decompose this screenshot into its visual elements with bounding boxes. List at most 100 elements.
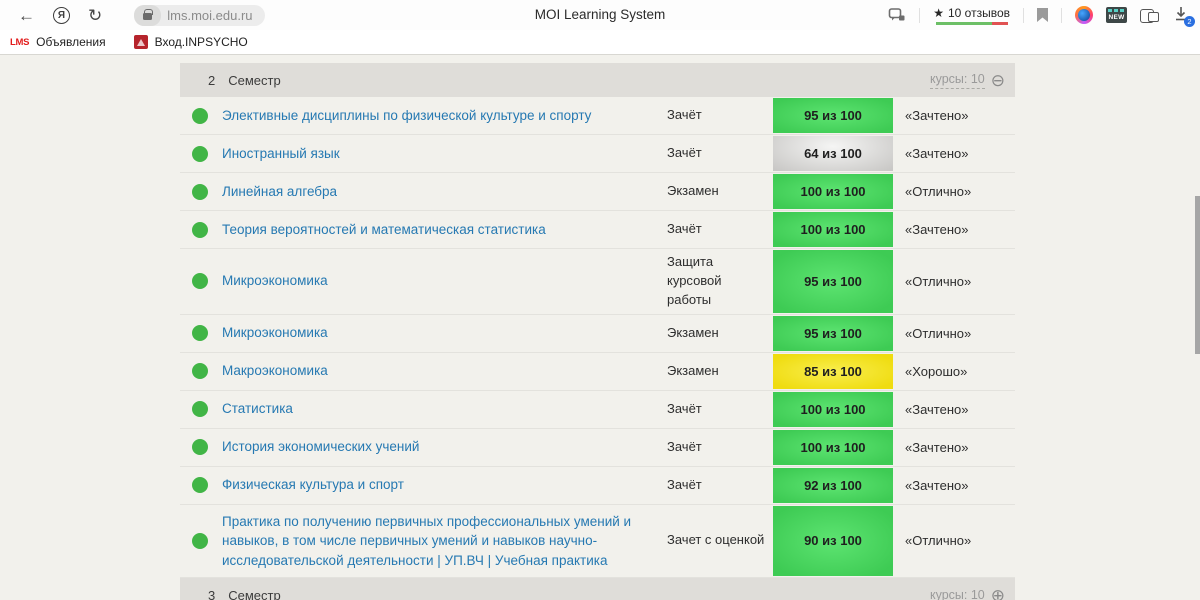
table-row: Макроэкономика Экзамен 85 из 100 «Хорошо… bbox=[180, 353, 1015, 391]
grade-text: «Зачтено» bbox=[905, 146, 969, 161]
scrollbar-thumb[interactable] bbox=[1195, 196, 1200, 354]
course-link[interactable]: Элективные дисциплины по физической куль… bbox=[222, 107, 592, 123]
table-row: Теория вероятностей и математическая ста… bbox=[180, 211, 1015, 249]
status-dot-icon bbox=[192, 145, 208, 162]
expand-icon[interactable]: ⊕ bbox=[990, 585, 1005, 600]
score-badge: 92 из 100 bbox=[773, 467, 893, 503]
grade-text: «Отлично» bbox=[905, 533, 972, 549]
new-badge-text: NEW bbox=[1108, 14, 1125, 21]
bookmark-label: Объявления bbox=[36, 35, 106, 49]
status-dot-icon bbox=[192, 221, 208, 238]
status-dot-icon bbox=[192, 107, 208, 124]
video-new-icon[interactable]: NEW bbox=[1106, 7, 1127, 23]
semester-label: Семестр bbox=[228, 72, 281, 88]
assessment-type: Экзамен bbox=[667, 324, 719, 340]
back-icon[interactable]: ← bbox=[18, 5, 35, 25]
course-link[interactable]: Макроэкономика bbox=[222, 363, 328, 379]
semester-label: Семестр bbox=[228, 587, 281, 600]
course-link[interactable]: История экономических учений bbox=[222, 439, 420, 455]
table-row: Линейная алгебра Экзамен 100 из 100 «Отл… bbox=[180, 173, 1015, 211]
status-dot-icon bbox=[192, 183, 208, 200]
grade-text: «Отлично» bbox=[905, 325, 972, 341]
grade-text: «Отлично» bbox=[905, 184, 972, 199]
bookmark-announcements[interactable]: LMS Объявления bbox=[10, 35, 106, 49]
lock-icon bbox=[143, 9, 153, 20]
assessment-type: Зачёт bbox=[667, 107, 702, 123]
assessment-type: Экзамен bbox=[667, 183, 719, 199]
yandex-browser-icon[interactable]: Я bbox=[53, 6, 70, 24]
nav-controls: ← Я ↻ lms.moi.edu.ru bbox=[18, 4, 265, 26]
rating-bar bbox=[935, 22, 1008, 25]
separator bbox=[1023, 7, 1024, 23]
assessment-type: Зачет с оценкой bbox=[667, 532, 765, 548]
grade-text: «Зачтено» bbox=[905, 222, 969, 237]
assessment-type: Зачёт bbox=[667, 221, 702, 237]
bookmark-inpsycho[interactable]: Вход.INPSYCHO bbox=[133, 35, 248, 49]
grade-text: «Отлично» bbox=[905, 273, 972, 289]
tab-groups-icon[interactable] bbox=[1140, 7, 1159, 23]
site-rating-widget[interactable]: ★ 10 отзывов bbox=[933, 6, 1010, 25]
separator bbox=[919, 7, 921, 23]
status-dot-icon bbox=[192, 273, 208, 290]
semester-2-header: 2 Семестр курсы: 10 ⊖ bbox=[180, 63, 1015, 97]
separator bbox=[1061, 7, 1062, 23]
grade-text: «Зачтено» bbox=[905, 108, 969, 123]
table-row: Микроэкономика Экзамен 95 из 100 «Отличн… bbox=[180, 315, 1015, 353]
score-badge: 100 из 100 bbox=[773, 174, 893, 209]
course-link[interactable]: Иностранный язык bbox=[222, 145, 340, 161]
course-link[interactable]: Линейная алгебра bbox=[222, 183, 338, 199]
course-link[interactable]: Статистика bbox=[222, 401, 293, 417]
course-link[interactable]: Микроэкономика bbox=[222, 325, 328, 341]
downloads-count-badge: 2 bbox=[1184, 16, 1195, 27]
course-link[interactable]: Микроэкономика bbox=[222, 273, 328, 289]
course-link[interactable]: Теория вероятностей и математическая ста… bbox=[222, 221, 546, 237]
browser-toolbar: ← Я ↻ lms.moi.edu.ru MOI Learning System… bbox=[0, 0, 1200, 30]
score-badge: 64 из 100 bbox=[773, 136, 893, 171]
status-dot-icon bbox=[192, 477, 208, 494]
lms-favicon: LMS bbox=[10, 36, 30, 48]
bookmarks-bar: LMS Объявления Вход.INPSYCHO bbox=[0, 30, 1200, 54]
status-dot-icon bbox=[192, 363, 208, 380]
course-link[interactable]: Практика по получению первичных професси… bbox=[222, 513, 632, 568]
score-badge: 95 из 100 bbox=[773, 250, 893, 313]
inpsycho-favicon bbox=[133, 35, 148, 49]
rating-label: 10 отзывов bbox=[947, 5, 1010, 20]
gradebook-table: 2 Семестр курсы: 10 ⊖ Элективные дисципл… bbox=[180, 55, 1015, 600]
table-row: Элективные дисциплины по физической куль… bbox=[180, 97, 1015, 135]
status-dot-icon bbox=[192, 439, 208, 456]
score-badge: 95 из 100 bbox=[773, 98, 893, 133]
status-dot-icon bbox=[192, 325, 208, 342]
assessment-type: Зачёт bbox=[667, 145, 702, 161]
chat-icon[interactable] bbox=[888, 7, 906, 24]
semester-number: 2 bbox=[208, 72, 216, 88]
refresh-icon[interactable]: ↻ bbox=[88, 5, 103, 25]
address-bar[interactable]: lms.moi.edu.ru bbox=[134, 4, 265, 26]
score-badge: 90 из 100 bbox=[773, 505, 893, 577]
grade-text: «Хорошо» bbox=[905, 363, 968, 379]
toolbar-right-icons: ★ 10 отзывов NEW 2 bbox=[888, 0, 1195, 30]
courses-count-link[interactable]: курсы: 10 bbox=[930, 587, 985, 600]
course-link[interactable]: Физическая культура и спорт bbox=[222, 477, 404, 493]
table-row: Статистика Зачёт 100 из 100 «Зачтено» bbox=[180, 391, 1015, 429]
assessment-type: Зачёт bbox=[667, 476, 702, 492]
url-text: lms.moi.edu.ru bbox=[167, 7, 253, 23]
downloads-button[interactable]: 2 bbox=[1172, 5, 1195, 27]
score-badge: 100 из 100 bbox=[773, 212, 893, 247]
score-badge: 85 из 100 bbox=[773, 353, 893, 389]
table-row: Микроэкономика Защита курсовой работы 95… bbox=[180, 249, 1015, 315]
extension-browser-icon[interactable] bbox=[1075, 6, 1093, 24]
assessment-type: Защита курсовой работы bbox=[667, 254, 722, 307]
course-table-body: Элективные дисциплины по физической куль… bbox=[180, 97, 1015, 579]
score-badge: 95 из 100 bbox=[773, 315, 893, 351]
bookmark-label: Вход.INPSYCHO bbox=[154, 35, 248, 49]
lock-chip[interactable] bbox=[134, 4, 162, 26]
bookmark-flag-icon[interactable] bbox=[1037, 8, 1048, 22]
score-badge: 100 из 100 bbox=[773, 429, 893, 465]
table-row: Физическая культура и спорт Зачёт 92 из … bbox=[180, 467, 1015, 505]
table-row: Иностранный язык Зачёт 64 из 100 «Зачтен… bbox=[180, 135, 1015, 173]
lms-page: 2 Семестр курсы: 10 ⊖ Элективные дисципл… bbox=[0, 54, 1200, 600]
courses-count-link[interactable]: курсы: 10 bbox=[929, 71, 985, 89]
table-row: Практика по получению первичных професси… bbox=[180, 505, 1015, 579]
collapse-icon[interactable]: ⊖ bbox=[990, 70, 1005, 90]
score-badge: 100 из 100 bbox=[773, 391, 893, 427]
